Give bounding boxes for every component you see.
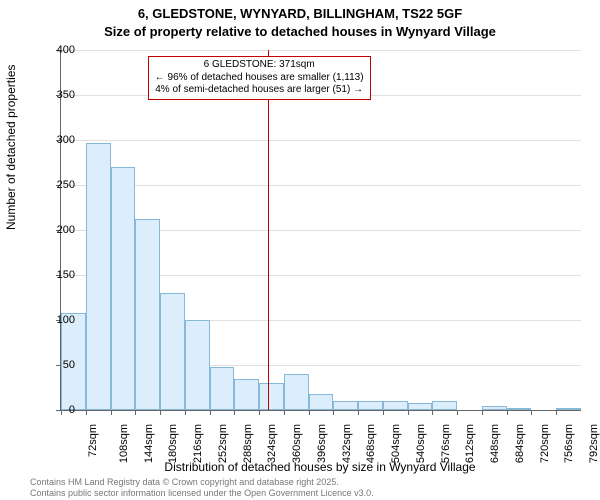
histogram-bar (358, 401, 383, 410)
x-tick-mark (482, 410, 483, 415)
y-tick-label: 0 (35, 404, 75, 416)
annotation-line-2: ← 96% of detached houses are smaller (1,… (155, 72, 364, 85)
annotation-line-3: 4% of semi-detached houses are larger (5… (155, 84, 364, 97)
x-tick-label: 72sqm (87, 424, 99, 457)
x-tick-mark (111, 410, 112, 415)
histogram-bar (482, 406, 507, 410)
x-tick-mark (135, 410, 136, 415)
annotation-line-1: 6 GLEDSTONE: 371sqm (155, 59, 364, 72)
x-tick-label: 360sqm (291, 424, 303, 463)
histogram-bar (556, 408, 581, 410)
x-tick-mark (210, 410, 211, 415)
y-tick-label: 300 (35, 134, 75, 146)
x-tick-mark (259, 410, 260, 415)
histogram-bar (408, 403, 433, 410)
histogram-bar (210, 367, 235, 410)
x-tick-label: 792sqm (588, 424, 600, 463)
histogram-bar (309, 394, 334, 410)
x-tick-label: 612sqm (465, 424, 477, 463)
chart-title-line1: 6, GLEDSTONE, WYNYARD, BILLINGHAM, TS22 … (0, 6, 600, 21)
histogram-bar (160, 293, 185, 410)
x-tick-label: 576sqm (440, 424, 452, 463)
y-tick-label: 400 (35, 44, 75, 56)
x-tick-mark (408, 410, 409, 415)
y-tick-label: 100 (35, 314, 75, 326)
histogram-bar (507, 408, 532, 410)
reference-line (268, 50, 269, 410)
histogram-bar (333, 401, 358, 410)
x-tick-mark (358, 410, 359, 415)
x-tick-mark (234, 410, 235, 415)
gridline (61, 185, 581, 186)
histogram-bar (259, 383, 284, 410)
plot-area: 6 GLEDSTONE: 371sqm ← 96% of detached ho… (60, 50, 581, 411)
x-tick-label: 648sqm (489, 424, 501, 463)
gridline (61, 140, 581, 141)
x-tick-label: 396sqm (316, 424, 328, 463)
footer-line-1: Contains HM Land Registry data © Crown c… (30, 477, 374, 487)
histogram-bar (135, 219, 160, 410)
y-tick-label: 200 (35, 224, 75, 236)
x-tick-mark (284, 410, 285, 415)
histogram-bar (284, 374, 309, 410)
x-tick-label: 504sqm (390, 424, 402, 463)
histogram-bar (111, 167, 136, 410)
x-tick-mark (185, 410, 186, 415)
chart-container: 6, GLEDSTONE, WYNYARD, BILLINGHAM, TS22 … (0, 0, 600, 500)
x-tick-mark (556, 410, 557, 415)
x-tick-mark (333, 410, 334, 415)
y-tick-label: 250 (35, 179, 75, 191)
x-tick-mark (383, 410, 384, 415)
footer-line-2: Contains public sector information licen… (30, 488, 374, 498)
x-tick-mark (160, 410, 161, 415)
x-tick-label: 468sqm (366, 424, 378, 463)
x-tick-label: 108sqm (118, 424, 130, 463)
x-tick-mark (86, 410, 87, 415)
gridline (61, 50, 581, 51)
histogram-bar (234, 379, 259, 410)
x-tick-mark (309, 410, 310, 415)
x-tick-mark (457, 410, 458, 415)
x-tick-label: 720sqm (539, 424, 551, 463)
x-tick-label: 180sqm (167, 424, 179, 463)
x-tick-label: 288sqm (242, 424, 254, 463)
histogram-bar (432, 401, 457, 410)
y-tick-label: 50 (35, 359, 75, 371)
footer-attribution: Contains HM Land Registry data © Crown c… (30, 477, 374, 498)
histogram-bar (185, 320, 210, 410)
chart-title-line2: Size of property relative to detached ho… (0, 24, 600, 39)
reference-annotation-box: 6 GLEDSTONE: 371sqm ← 96% of detached ho… (148, 56, 371, 100)
x-tick-label: 324sqm (266, 424, 278, 463)
x-tick-label: 216sqm (192, 424, 204, 463)
x-tick-mark (531, 410, 532, 415)
x-tick-label: 252sqm (217, 424, 229, 463)
x-tick-mark (507, 410, 508, 415)
y-axis-label: Number of detached properties (4, 65, 18, 230)
x-tick-label: 144sqm (143, 424, 155, 463)
x-tick-label: 432sqm (341, 424, 353, 463)
histogram-bar (383, 401, 408, 410)
y-tick-label: 350 (35, 89, 75, 101)
histogram-bar (86, 143, 111, 410)
x-tick-mark (432, 410, 433, 415)
x-tick-label: 684sqm (514, 424, 526, 463)
x-tick-label: 756sqm (564, 424, 576, 463)
y-tick-label: 150 (35, 269, 75, 281)
x-tick-label: 540sqm (415, 424, 427, 463)
